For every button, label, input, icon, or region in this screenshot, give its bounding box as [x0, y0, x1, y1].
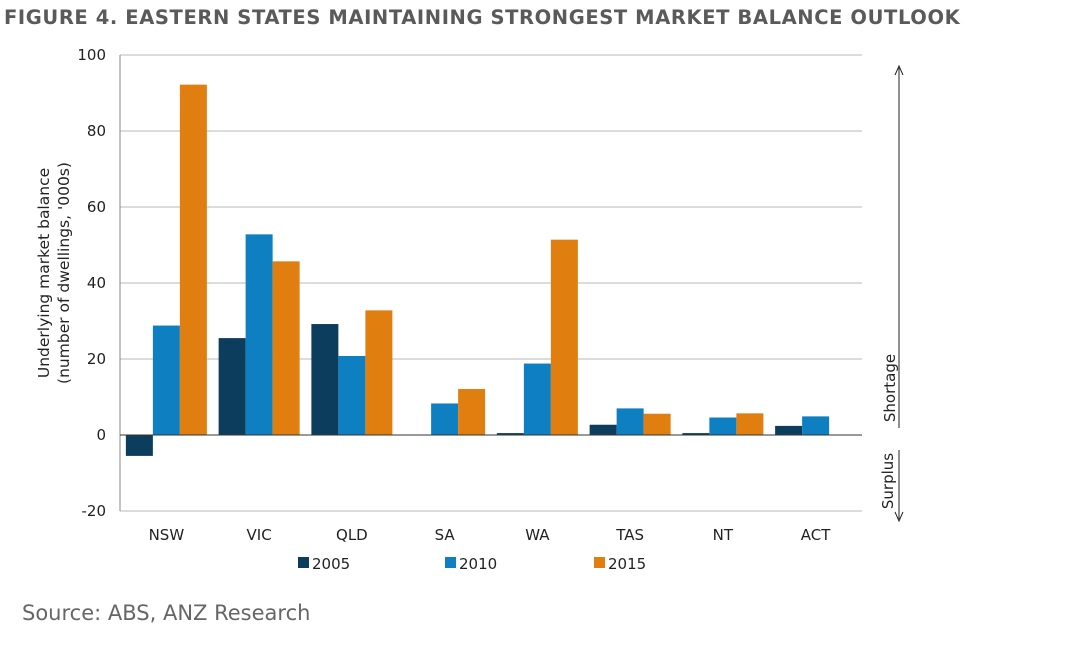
- bar-vic-2005: [218, 338, 246, 435]
- arrow-gap: [895, 428, 903, 450]
- bar-nsw-2005: [125, 435, 153, 456]
- y-tick-label: 100: [77, 46, 106, 64]
- bar-act-2005: [775, 425, 803, 435]
- bar-wa-2015: [550, 239, 578, 435]
- legend-swatch-2015: [594, 557, 605, 568]
- arrow-up-icon: [894, 64, 904, 76]
- x-tick-label: QLD: [336, 526, 368, 544]
- surplus-label: Surplus: [879, 453, 897, 509]
- bar-sa-2015: [458, 389, 486, 435]
- bar-nsw-2015: [179, 84, 207, 435]
- legend-label-2005: 2005: [312, 555, 350, 573]
- x-tick-label: SA: [435, 526, 456, 544]
- bar-tas-2010: [616, 408, 644, 435]
- legend-swatch-2010: [445, 557, 456, 568]
- bar-nsw-2010: [152, 325, 180, 435]
- x-tick-label: NSW: [149, 526, 185, 544]
- bar-nt-2015: [736, 413, 764, 435]
- y-tick-label: 60: [87, 198, 106, 216]
- arrow-down-icon: [894, 511, 904, 523]
- bar-sa-2010: [431, 403, 459, 435]
- bar-nt-2010: [709, 417, 737, 435]
- x-tick-label: WA: [525, 526, 550, 544]
- legend-label-2010: 2010: [459, 555, 497, 573]
- y-tick-label: 20: [87, 350, 106, 368]
- legend-label-2015: 2015: [608, 555, 646, 573]
- bar-tas-2005: [589, 424, 617, 435]
- source-note: Source: ABS, ANZ Research: [22, 601, 311, 625]
- shortage-label: Shortage: [881, 354, 899, 422]
- bar-wa-2010: [523, 363, 551, 435]
- y-tick-label: 0: [96, 426, 106, 444]
- y-axis-title: Underlying market balance: [35, 168, 53, 378]
- legend-swatch-2005: [298, 557, 309, 568]
- bar-tas-2015: [643, 413, 671, 435]
- x-tick-label: ACT: [801, 526, 831, 544]
- bar-vic-2010: [245, 234, 273, 435]
- y-axis-title: (number of dwellings, '000s): [55, 162, 73, 384]
- chart-title: FIGURE 4. EASTERN STATES MAINTAINING STR…: [4, 6, 961, 29]
- x-tick-label: NT: [713, 526, 734, 544]
- y-tick-label: 40: [87, 274, 106, 292]
- y-tick-label: 80: [87, 122, 106, 140]
- x-tick-label: TAS: [615, 526, 644, 544]
- bar-act-2010: [802, 416, 830, 435]
- bar-qld-2015: [365, 310, 393, 435]
- bar-vic-2015: [272, 261, 300, 435]
- bar-qld-2010: [338, 355, 366, 435]
- bar-qld-2005: [311, 324, 339, 435]
- x-tick-label: VIC: [247, 526, 272, 544]
- y-tick-label: -20: [82, 502, 107, 520]
- bar-wa-2005: [496, 433, 524, 435]
- bar-nt-2005: [682, 433, 710, 435]
